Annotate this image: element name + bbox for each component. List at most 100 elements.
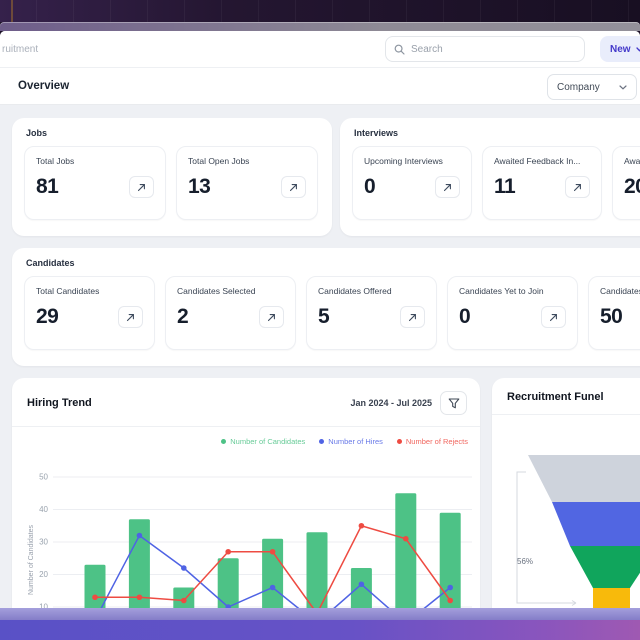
filter-button[interactable] (440, 391, 467, 415)
stat-card: Candidates Offered 5 (306, 276, 437, 350)
app-window: ruitment New Overview Company Jobs Total… (0, 31, 640, 640)
svg-text:30: 30 (39, 538, 48, 547)
page-header-bar: Overview Company (0, 68, 640, 105)
stat-card-label: Candidates Selected (177, 286, 256, 296)
funnel-filter-icon (448, 397, 460, 409)
stat-card-value: 50 (600, 305, 623, 328)
stat-card-value: 13 (188, 175, 211, 198)
arrow-up-right-icon (443, 183, 452, 192)
group-label-candidates: Candidates (26, 258, 75, 268)
stat-card-open-button[interactable] (541, 306, 566, 328)
interviews-cards: Upcoming Interviews 0 Awaited Feedback In.… (340, 146, 640, 220)
svg-text:50: 50 (39, 473, 48, 482)
stat-card-label: Total Jobs (36, 156, 75, 166)
stat-card-label: Total Open Jobs (188, 156, 250, 166)
arrow-up-right-icon (126, 313, 135, 322)
stat-card-label: Candidates Offered (318, 286, 392, 296)
candidates-cards: Total Candidates 29 Candidates Selected 2 Ca… (12, 276, 640, 350)
date-range-label: Jan 2024 - Jul 2025 (350, 398, 432, 408)
stat-card-label: Candidates Yet to Join (459, 286, 544, 296)
legend-dot-icon (221, 439, 227, 444)
stat-card-label: Upcoming Interviews (364, 156, 443, 166)
stat-card: Total Jobs 81 (24, 146, 166, 220)
top-navigation-bar: ruitment New (0, 31, 640, 68)
arrow-up-right-icon (289, 183, 298, 192)
desktop-accent-line (11, 0, 13, 22)
stat-card-label: Awaited Feedback In... (494, 156, 581, 166)
stat-card-open-button[interactable] (565, 176, 590, 198)
stat-card-value: 2 (177, 305, 189, 328)
stat-card-value: 0 (364, 175, 376, 198)
stat-card-open-button[interactable] (435, 176, 460, 198)
stat-card-value: 11 (494, 175, 516, 198)
chart-legend: Number of Candidates Number of Hires Numbe… (12, 427, 480, 446)
search-icon (394, 44, 405, 55)
arrow-up-right-icon (549, 313, 558, 322)
svg-text:10: 10 (39, 603, 48, 612)
svg-text:Number of Candidates: Number of Candidates (28, 524, 35, 595)
dashboard-content: Jobs Total Jobs 81 Total Open Jobs 13 Inter… (0, 105, 640, 640)
stat-card: Awaited Feedback In... 11 (482, 146, 602, 220)
stat-card: Candidates Selected 2 (165, 276, 296, 350)
new-button-label: New (610, 43, 631, 55)
stat-card-value: 20 (624, 175, 640, 198)
recruitment-funnel-panel: Recruitment Funel 56% (492, 378, 640, 640)
stat-card-label: Total Candidates (36, 286, 100, 296)
stat-card-value: 5 (318, 305, 330, 328)
svg-text:20: 20 (39, 570, 48, 579)
stat-card-open-button[interactable] (118, 306, 143, 328)
stat-card-open-button[interactable] (259, 306, 284, 328)
hiring-trend-panel: Hiring Trend Jan 2024 - Jul 2025 Number … (12, 378, 480, 640)
stat-card-value: 29 (36, 305, 59, 328)
stat-card: Candidates 50 (588, 276, 640, 350)
stat-card-label: Awaited (624, 156, 640, 166)
candidates-stats-panel: Candidates Total Candidates 29 Candidates … (12, 248, 640, 366)
legend-dot-icon (396, 439, 402, 444)
stat-card-value: 81 (36, 175, 59, 198)
company-select[interactable]: Company (547, 74, 637, 100)
legend-item[interactable]: Number of Rejects (396, 437, 468, 446)
stat-card: Awaited 20 (612, 146, 640, 220)
funnel-percent-label: 56% (517, 557, 533, 566)
stat-card-open-button[interactable] (400, 306, 425, 328)
legend-item[interactable]: Number of Hires (319, 437, 383, 446)
taskbar[interactable] (0, 620, 640, 640)
hiring-trend-header: Hiring Trend Jan 2024 - Jul 2025 (12, 378, 480, 427)
nav-title-fragment: ruitment (2, 44, 39, 55)
legend-item[interactable]: Number of Candidates (221, 437, 305, 446)
recruitment-funnel-title: Recruitment Funel (507, 391, 604, 403)
chevron-down-icon (619, 84, 627, 90)
recruitment-funnel-chart: 56% (516, 455, 640, 640)
company-select-value: Company (557, 81, 600, 93)
desktop-background (0, 0, 640, 22)
page-title: Overview (18, 80, 70, 92)
search-box[interactable] (385, 36, 585, 62)
stat-card: Total Open Jobs 13 (176, 146, 318, 220)
new-button[interactable]: New (600, 36, 640, 62)
hiring-trend-title: Hiring Trend (27, 397, 92, 409)
taskbar-top-strip[interactable] (0, 608, 640, 620)
arrow-up-right-icon (573, 183, 582, 192)
jobs-stats-panel: Jobs Total Jobs 81 Total Open Jobs 13 (12, 118, 332, 236)
jobs-cards: Total Jobs 81 Total Open Jobs 13 (12, 146, 332, 220)
legend-label: Number of Candidates (230, 437, 306, 446)
group-label-interviews: Interviews (354, 128, 399, 138)
stat-card-value: 0 (459, 305, 471, 328)
recruitment-funnel-header: Recruitment Funel (492, 378, 640, 415)
window-top-edge (0, 22, 640, 31)
arrow-up-right-icon (408, 313, 417, 322)
svg-text:40: 40 (39, 505, 48, 514)
stat-card: Total Candidates 29 (24, 276, 155, 350)
stat-card-open-button[interactable] (281, 176, 306, 198)
group-label-jobs: Jobs (26, 128, 48, 138)
interviews-stats-panel: Interviews Upcoming Interviews 0 Awaited F… (340, 118, 640, 236)
arrow-up-right-icon (267, 313, 276, 322)
legend-label: Number of Rejects (405, 437, 468, 446)
legend-label: Number of Hires (328, 437, 383, 446)
search-input[interactable] (411, 43, 576, 55)
stat-card: Candidates Yet to Join 0 (447, 276, 578, 350)
arrow-up-right-icon (137, 183, 146, 192)
stat-card-label: Candidates (600, 286, 640, 296)
stat-card-open-button[interactable] (129, 176, 154, 198)
chevron-down-icon (635, 46, 640, 52)
